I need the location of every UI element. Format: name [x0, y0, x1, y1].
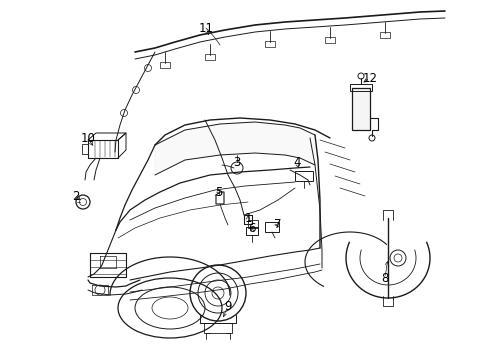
Text: 11: 11 — [198, 22, 213, 35]
Text: 3: 3 — [233, 156, 240, 168]
Bar — [204, 54, 215, 60]
Bar — [245, 227, 258, 235]
Bar — [294, 171, 312, 181]
Bar — [247, 220, 258, 228]
Bar — [349, 84, 371, 91]
Text: 1: 1 — [244, 211, 251, 225]
Text: 5: 5 — [215, 186, 222, 199]
Bar — [351, 88, 369, 130]
Bar — [264, 222, 279, 232]
Bar — [379, 32, 389, 38]
Bar — [325, 37, 334, 43]
Polygon shape — [155, 122, 314, 175]
Text: 2: 2 — [72, 189, 80, 202]
Bar — [264, 41, 274, 47]
Text: 9: 9 — [224, 300, 231, 312]
Text: 10: 10 — [81, 132, 95, 145]
Text: 8: 8 — [381, 271, 388, 284]
Bar — [160, 62, 170, 68]
Bar — [203, 323, 231, 333]
Text: 6: 6 — [248, 221, 255, 234]
Text: 7: 7 — [274, 219, 281, 231]
Text: 4: 4 — [293, 157, 300, 170]
Text: 12: 12 — [362, 72, 377, 85]
